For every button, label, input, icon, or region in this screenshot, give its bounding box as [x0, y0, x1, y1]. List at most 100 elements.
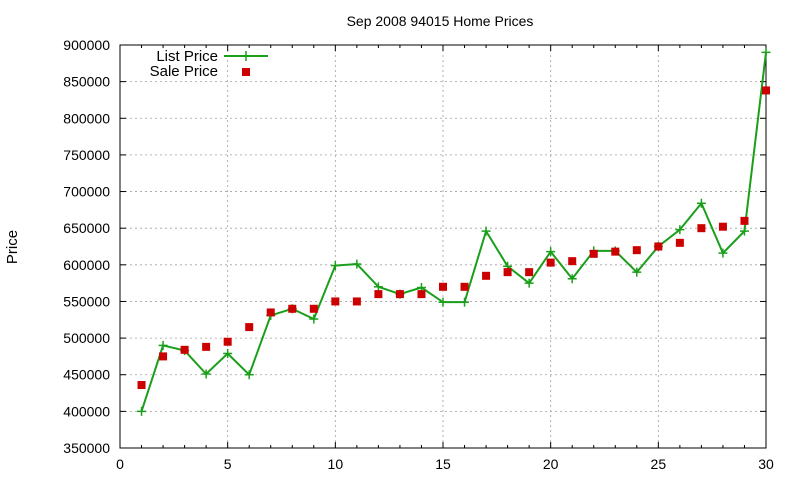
point-sale-price — [460, 282, 469, 291]
point-sale-price — [395, 290, 404, 299]
point-sale-price — [525, 268, 534, 277]
y-tick: 800000 — [63, 110, 766, 126]
point-sale-price — [180, 345, 189, 354]
legend-marker-sale-price — [242, 68, 250, 76]
y-tick: 600000 — [63, 257, 766, 273]
point-list-price — [373, 282, 383, 292]
point-list-price — [137, 406, 147, 416]
point-sale-price — [202, 342, 211, 351]
point-list-price — [546, 247, 556, 257]
point-list-price — [460, 297, 470, 307]
y-tick: 750000 — [63, 147, 766, 163]
point-sale-price — [223, 337, 232, 346]
point-list-price — [696, 198, 706, 208]
point-sale-price — [589, 249, 598, 258]
x-tick-label: 0 — [116, 456, 124, 472]
y-axis-label: Price — [4, 230, 21, 264]
point-list-price — [223, 348, 233, 358]
y-tick: 700000 — [63, 184, 766, 200]
point-list-price — [244, 370, 254, 380]
point-list-price — [352, 259, 362, 269]
point-sale-price — [137, 380, 146, 389]
point-sale-price — [611, 247, 620, 256]
point-sale-price — [654, 242, 663, 251]
y-tick-label: 850000 — [63, 74, 110, 90]
x-axis-ticks: 0 5 10 15 20 25 30 — [116, 45, 774, 472]
point-sale-price — [245, 323, 254, 332]
x-tick-label: 25 — [651, 456, 667, 472]
point-sale-price — [718, 222, 727, 231]
point-list-price — [567, 274, 577, 284]
legend-marker-list-price — [241, 51, 251, 61]
y-tick-label: 700000 — [63, 184, 110, 200]
y-tick: 500000 — [63, 330, 766, 346]
point-sale-price — [546, 258, 555, 267]
legend: List Price Sale Price — [150, 48, 268, 80]
point-list-price — [330, 261, 340, 271]
point-sale-price — [288, 304, 297, 313]
point-sale-price — [762, 86, 770, 95]
point-sale-price — [439, 282, 447, 291]
point-list-price — [201, 369, 211, 379]
point-sale-price — [568, 257, 577, 266]
point-list-price — [524, 278, 534, 288]
x-tick-label: 30 — [758, 456, 774, 472]
point-sale-price — [697, 224, 706, 233]
point-sale-price — [503, 268, 512, 277]
y-tick: 650000 — [63, 220, 766, 236]
x-tick: 0 — [116, 45, 124, 472]
point-list-price — [761, 47, 771, 57]
y-tick: 400000 — [63, 403, 766, 419]
point-sale-price — [675, 238, 684, 247]
point-sale-price — [417, 290, 426, 299]
y-tick: 350000 — [63, 440, 766, 456]
point-sale-price — [266, 308, 275, 317]
y-tick-label: 350000 — [63, 440, 110, 456]
point-sale-price — [740, 216, 749, 225]
series-layer — [137, 47, 771, 416]
y-tick-label: 650000 — [63, 220, 110, 236]
point-sale-price — [352, 297, 361, 306]
x-tick: 10 — [328, 45, 344, 472]
point-list-price — [739, 226, 749, 236]
point-list-price — [632, 267, 642, 277]
point-sale-price — [482, 271, 491, 280]
grid — [120, 45, 766, 448]
y-tick-label: 450000 — [63, 367, 110, 383]
x-tick-label: 15 — [435, 456, 451, 472]
x-tick: 5 — [224, 45, 232, 472]
point-list-price — [438, 297, 448, 307]
legend-label-list-price: List Price — [156, 48, 218, 65]
y-tick-label: 550000 — [63, 293, 110, 309]
point-sale-price — [159, 352, 168, 361]
point-list-price — [675, 225, 685, 235]
x-tick-label: 5 — [224, 456, 232, 472]
point-list-price — [481, 226, 491, 236]
point-list-price — [158, 340, 168, 350]
legend-label-sale-price: Sale Price — [150, 63, 218, 80]
point-sale-price — [331, 297, 340, 306]
point-list-price — [718, 248, 728, 258]
point-sale-price — [374, 290, 383, 299]
y-tick: 450000 — [63, 367, 766, 383]
y-tick-label: 600000 — [63, 257, 110, 273]
y-tick-label: 500000 — [63, 330, 110, 346]
point-sale-price — [632, 246, 641, 255]
y-tick: 900000 — [63, 37, 766, 53]
series-line-list-price — [140, 52, 767, 412]
chart-title: Sep 2008 94015 Home Prices — [347, 13, 534, 29]
point-sale-price — [309, 304, 318, 313]
y-axis-ticks: 350000 400000 450000 500000 550000 600000 6500… — [63, 37, 766, 456]
y-tick-label: 400000 — [63, 403, 110, 419]
y-tick-label: 900000 — [63, 37, 110, 53]
x-tick: 15 — [435, 45, 451, 472]
x-tick: 20 — [543, 45, 559, 472]
y-tick-label: 750000 — [63, 147, 110, 163]
x-tick: 25 — [651, 45, 667, 472]
y-tick-label: 800000 — [63, 110, 110, 126]
point-list-price — [309, 314, 319, 324]
x-tick-label: 20 — [543, 456, 559, 472]
x-tick-label: 10 — [328, 456, 344, 472]
y-tick: 550000 — [63, 293, 766, 309]
